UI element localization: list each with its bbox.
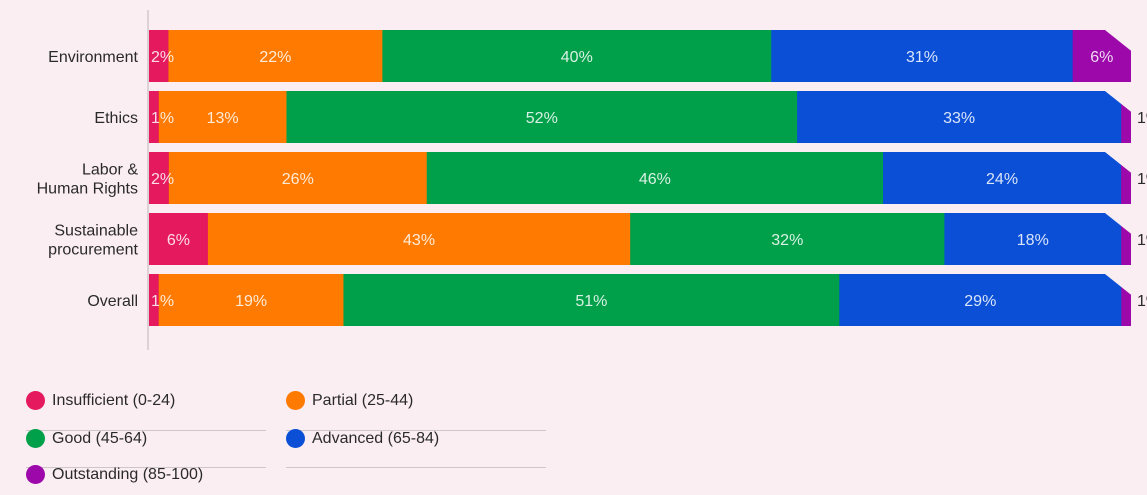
- bar-segment: [797, 91, 1122, 143]
- data-label: 6%: [167, 232, 190, 249]
- data-label: 46%: [639, 171, 671, 188]
- category-label: Ethics: [94, 110, 138, 127]
- bar-segment: [158, 274, 344, 326]
- bar-segment: [149, 152, 170, 204]
- legend-item: Good (45-64): [26, 429, 147, 448]
- data-label: 24%: [986, 171, 1018, 188]
- data-label: 40%: [561, 49, 593, 66]
- data-label: 33%: [943, 110, 975, 127]
- bar-segment: [883, 152, 1122, 204]
- legend-label: Advanced (65-84): [312, 429, 440, 447]
- data-label: 13%: [207, 110, 239, 127]
- bar-segment: [1121, 152, 1131, 204]
- data-label: 2%: [151, 171, 174, 188]
- bar-segment: [839, 274, 1122, 326]
- bar-segment: [286, 91, 798, 143]
- legend-item: Advanced (65-84): [286, 429, 439, 448]
- bar-segment: [158, 91, 287, 143]
- legend-item: Insufficient (0-24): [26, 391, 175, 410]
- legend-item: Outstanding (85-100): [26, 465, 203, 484]
- legend-swatch: [26, 465, 45, 484]
- data-label: 22%: [259, 49, 291, 66]
- data-label: 31%: [906, 49, 938, 66]
- legend-label: Insufficient (0-24): [52, 391, 176, 409]
- data-label: 52%: [526, 110, 558, 127]
- bar-segment: [426, 152, 884, 204]
- bar-segment: [149, 91, 160, 143]
- data-label: 18%: [1017, 232, 1049, 249]
- bar-segment: [343, 274, 840, 326]
- legend-divider: [26, 467, 266, 468]
- bar-segment: [1121, 213, 1131, 265]
- legend-label: Outstanding (85-100): [52, 465, 204, 483]
- bar-row: 2% 26% 46% 24% 1% Labor &Human Rights: [37, 152, 1147, 204]
- data-label: 29%: [964, 293, 996, 310]
- legend-swatch: [286, 391, 305, 410]
- data-label: 1%: [151, 110, 174, 127]
- legend-divider: [286, 467, 546, 468]
- bar-row: 1% 19% 51% 29% 1% Overall: [87, 274, 1147, 326]
- stacked-bar-chart: 2% 22% 40% 31% 6% Environment 1% 13% 52% 33% 1% Eth…: [37, 10, 1147, 350]
- data-label: 32%: [771, 232, 803, 249]
- legend-swatch: [286, 429, 305, 448]
- bar-segment: [771, 30, 1074, 82]
- category-label: Environment: [48, 49, 138, 66]
- legend-divider: [26, 430, 266, 431]
- data-label: 1%: [1137, 110, 1147, 127]
- bar-segment: [149, 213, 209, 265]
- data-label: 2%: [151, 49, 174, 66]
- data-label: 1%: [1137, 171, 1147, 188]
- legend-swatch: [26, 429, 45, 448]
- legend-label: Good (45-64): [52, 429, 148, 447]
- bar-segment: [944, 213, 1122, 265]
- bar-segment: [382, 30, 772, 82]
- data-label: 26%: [282, 171, 314, 188]
- data-label: 6%: [1090, 49, 1113, 66]
- legend-swatch: [26, 391, 45, 410]
- legend-divider: [286, 430, 546, 431]
- data-label: 1%: [151, 293, 174, 310]
- bar-segment: [1121, 91, 1131, 143]
- bar-segment: [630, 213, 945, 265]
- legend-item: Partial (25-44): [286, 391, 413, 410]
- bar-segment: [149, 274, 160, 326]
- bar-row: 1% 13% 52% 33% 1% Ethics: [94, 91, 1147, 143]
- data-label: 1%: [1137, 293, 1147, 310]
- data-label: 43%: [403, 232, 435, 249]
- category-label: Sustainable procurement: [48, 223, 138, 259]
- bar-segment: [207, 213, 631, 265]
- legend-label: Partial (25-44): [312, 391, 414, 409]
- bar-segment: [168, 30, 383, 82]
- bar-segment: [1121, 274, 1131, 326]
- category-label: Labor & Human Rights: [37, 162, 139, 198]
- bar-row: 2% 22% 40% 31% 6% Environment: [48, 30, 1131, 82]
- data-label: 19%: [235, 293, 267, 310]
- bar-segment: [168, 152, 428, 204]
- data-label: 51%: [575, 293, 607, 310]
- category-label: Overall: [87, 293, 138, 310]
- data-label: 1%: [1137, 232, 1147, 249]
- bar-segment: [149, 30, 169, 82]
